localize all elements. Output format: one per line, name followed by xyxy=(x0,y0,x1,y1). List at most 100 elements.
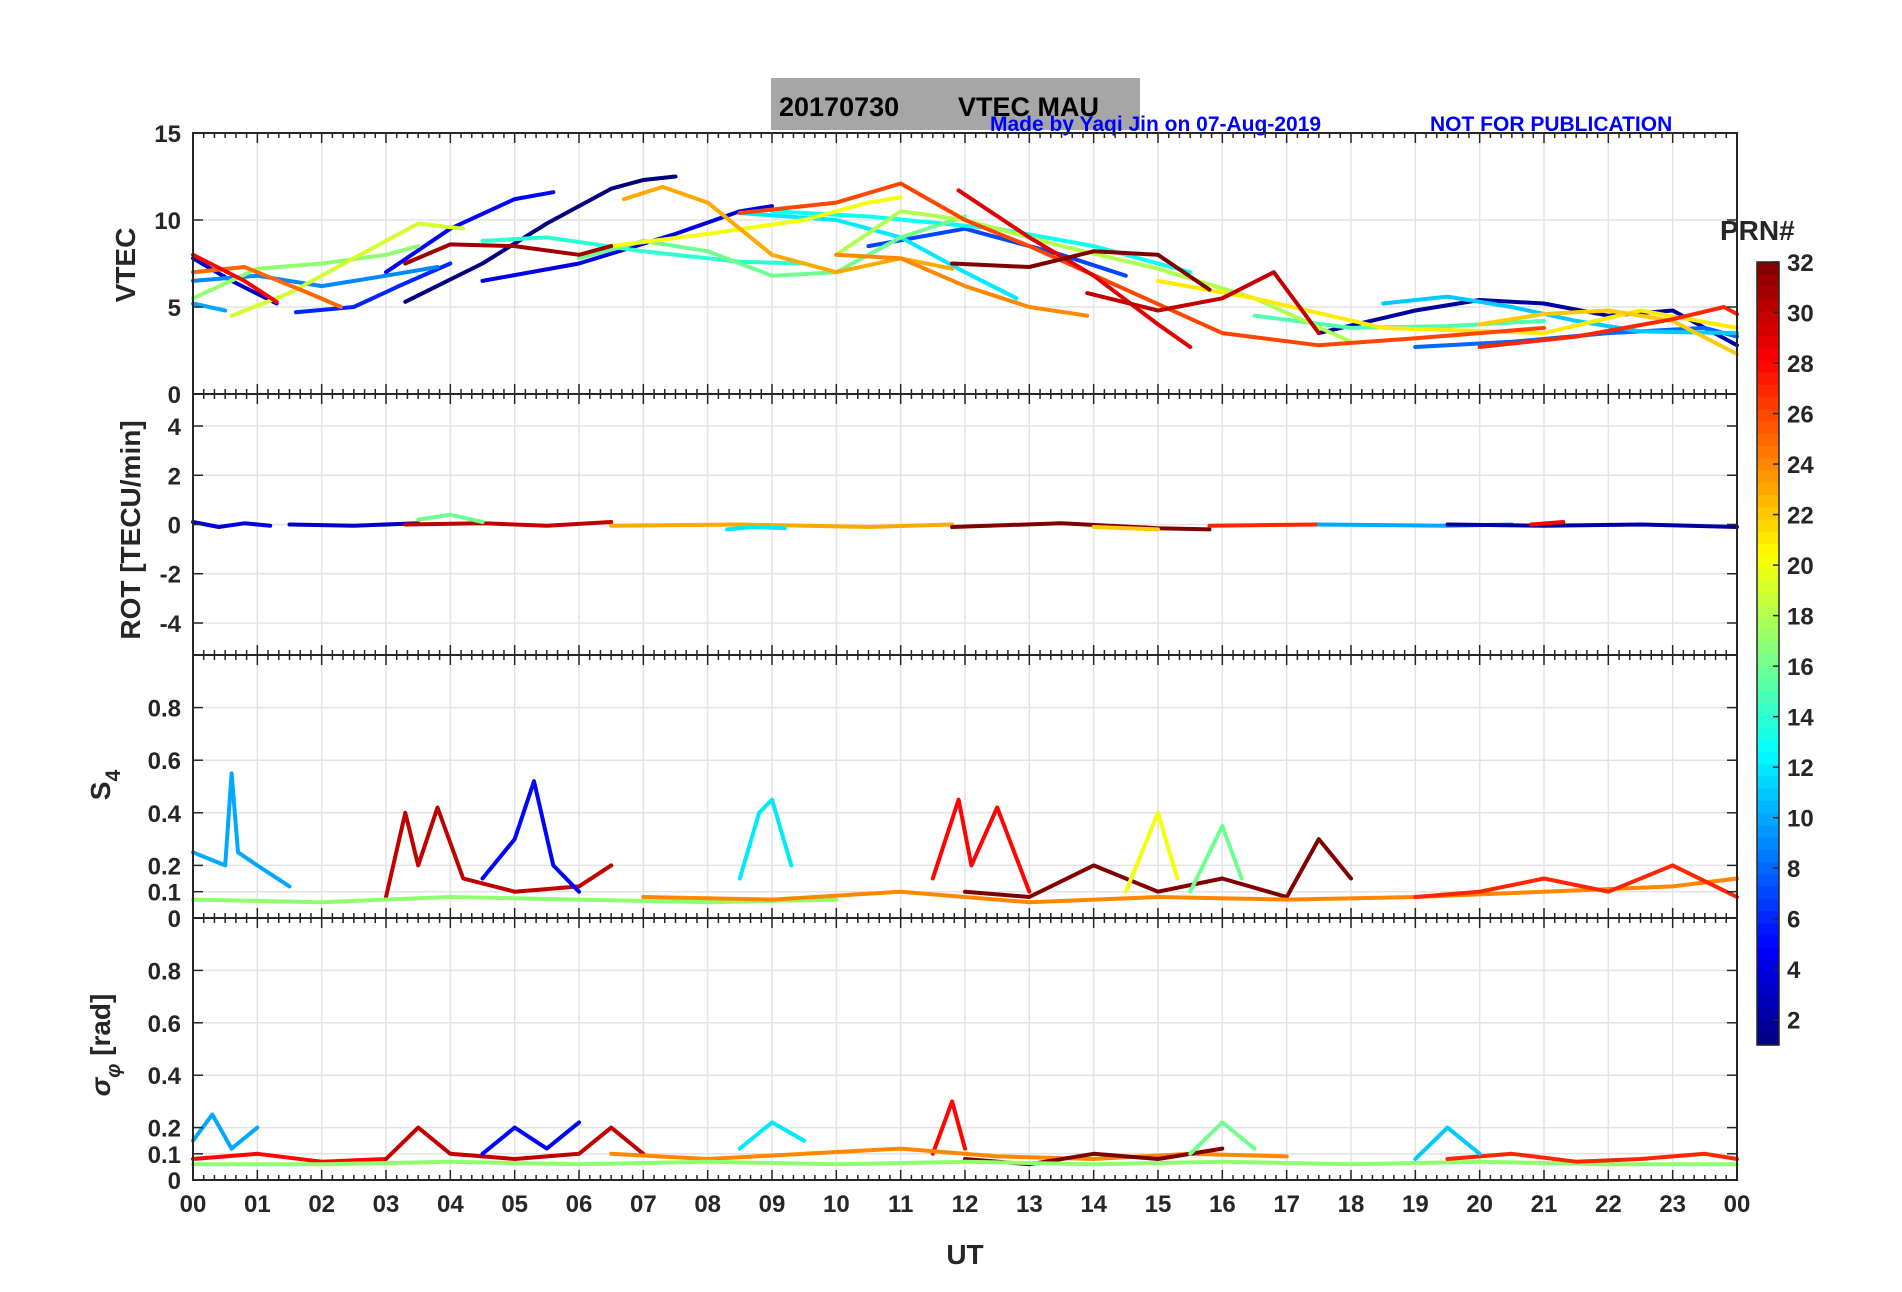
xtick-label: 07 xyxy=(630,1191,657,1218)
series-prn-24 xyxy=(641,876,1739,905)
xtick-label: 23 xyxy=(1659,1191,1686,1218)
ytick-label: 0 xyxy=(168,906,181,933)
xtick-label: 03 xyxy=(373,1191,400,1218)
colorbar-tick-label: 16 xyxy=(1787,654,1814,681)
series-prn-5 xyxy=(480,779,581,894)
ytick-label: 0.6 xyxy=(148,1011,181,1038)
series-prn-23 xyxy=(609,522,955,529)
xtick-label: 16 xyxy=(1209,1191,1236,1218)
colorbar-tick-label: 10 xyxy=(1787,806,1814,833)
xtick-label: 08 xyxy=(694,1191,721,1218)
colorbar-tick-label: 6 xyxy=(1787,907,1800,934)
colorbar-tick-label: 20 xyxy=(1787,553,1814,580)
colorbar-frame xyxy=(1756,261,1780,1046)
series-prn-10 xyxy=(191,301,228,313)
ytick-label: 2 xyxy=(168,463,181,490)
ytick-label: 0.2 xyxy=(148,1116,181,1143)
series-prn-11 xyxy=(1413,1125,1482,1161)
s4-panel: 00.10.2 0.4 0.6 0.8 xyxy=(148,654,1739,933)
xtick-label: 09 xyxy=(759,1191,786,1218)
series-prn-26 xyxy=(737,181,1546,348)
series-prn-20 xyxy=(1123,810,1180,894)
ytick-label: 0 xyxy=(168,382,181,409)
title-date: 20170730 xyxy=(779,92,899,122)
series-prn-5 xyxy=(480,1120,581,1156)
series-prn-28 xyxy=(191,1151,388,1164)
ytick-label: 0.1 xyxy=(148,880,181,907)
series-prn-28 xyxy=(930,797,1032,894)
series-prn-10 xyxy=(191,1112,260,1151)
ytick-label: 0.6 xyxy=(148,748,181,775)
ylabel-vtec: VTEC xyxy=(110,228,141,303)
colorbar-tick-label: 28 xyxy=(1787,351,1814,378)
xtick-label: 14 xyxy=(1080,1191,1107,1218)
ytick-label: 0.4 xyxy=(148,801,182,828)
series-prn-22 xyxy=(1477,308,1739,356)
series-prn-29 xyxy=(956,188,1193,349)
series-prn-2 xyxy=(1445,522,1739,529)
colorbar-title: PRN# xyxy=(1720,215,1795,246)
svg-text:S4: S4 xyxy=(85,770,125,801)
series-prn-21 xyxy=(1156,278,1739,336)
series-prn-12 xyxy=(725,525,787,532)
series-prn-20 xyxy=(609,195,903,249)
colorbar-tick-label: 4 xyxy=(1787,957,1801,984)
series-prn-12 xyxy=(737,797,794,881)
series-prn-27 xyxy=(1445,1151,1739,1164)
minor-ticks xyxy=(192,655,1738,918)
xtick-label: 02 xyxy=(308,1191,335,1218)
series-prn-16 xyxy=(416,512,485,524)
series-prn-27 xyxy=(1207,522,1321,528)
xtick-label: 06 xyxy=(566,1191,593,1218)
ylabel-s4: S4 xyxy=(85,770,125,801)
xtick-label: 12 xyxy=(952,1191,979,1218)
series-prn-7 xyxy=(866,226,1128,278)
xtick-label: 22 xyxy=(1595,1191,1622,1218)
xtick-label: 11 xyxy=(888,1191,913,1218)
series-prn-30 xyxy=(1085,270,1321,336)
ylabel-sigma-phi: σφ [rad] xyxy=(85,994,125,1097)
xtick-label: 00 xyxy=(180,1191,207,1218)
svg-text:σφ [rad]: σφ [rad] xyxy=(85,994,125,1097)
minor-ticks xyxy=(192,918,1738,1180)
series-prn-32 xyxy=(963,837,1353,899)
xtick-label: 10 xyxy=(823,1191,850,1218)
ytick-label: 0.1 xyxy=(148,1142,181,1169)
xlabel: UT xyxy=(946,1239,983,1270)
notice-text: NOT FOR PUBLICATION xyxy=(1430,113,1672,136)
series-prn-32 xyxy=(950,249,1212,292)
vtec-panel: 0 5 10 15 xyxy=(154,121,1739,409)
series-prn-28 xyxy=(930,1099,967,1156)
series-prn-3 xyxy=(287,521,421,528)
series-prn-27 xyxy=(1413,863,1739,899)
rot-panel: -4 -2 0 2 4 xyxy=(160,393,1739,656)
colorbar-tick-label: 2 xyxy=(1787,1008,1800,1035)
ytick-label: 0.8 xyxy=(148,958,181,985)
xtick-label: 20 xyxy=(1466,1191,1493,1218)
colorbar-tick-label: 14 xyxy=(1787,705,1814,732)
series-prn-10 xyxy=(191,771,292,889)
title-box xyxy=(771,78,1140,130)
colorbar-tick-label: 26 xyxy=(1787,402,1814,429)
ytick-label: -4 xyxy=(160,611,182,638)
xtick-label: 15 xyxy=(1145,1191,1172,1218)
ytick-label: 0 xyxy=(168,513,181,540)
series-prn-19 xyxy=(229,221,466,318)
ylabel-rot: ROT [TECU/min] xyxy=(115,420,146,639)
xtick-label: 01 xyxy=(244,1191,271,1218)
series-prn-28 xyxy=(1529,520,1566,527)
series-prn-31 xyxy=(403,242,614,266)
xtick-label: 04 xyxy=(437,1191,464,1218)
ytick-label: -2 xyxy=(160,562,181,589)
grid-lines xyxy=(192,655,1738,919)
series-prn-30 xyxy=(384,805,614,899)
colorbar-tick-label: 24 xyxy=(1787,452,1814,479)
series-prn-4 xyxy=(191,520,273,529)
series-prn-5 xyxy=(384,190,556,275)
ytick-label: 15 xyxy=(154,121,181,148)
series-prn-24 xyxy=(834,252,1090,318)
series-prn-12 xyxy=(737,1120,807,1151)
series-prn-17 xyxy=(191,895,839,905)
series-prn-16 xyxy=(1188,1120,1257,1156)
